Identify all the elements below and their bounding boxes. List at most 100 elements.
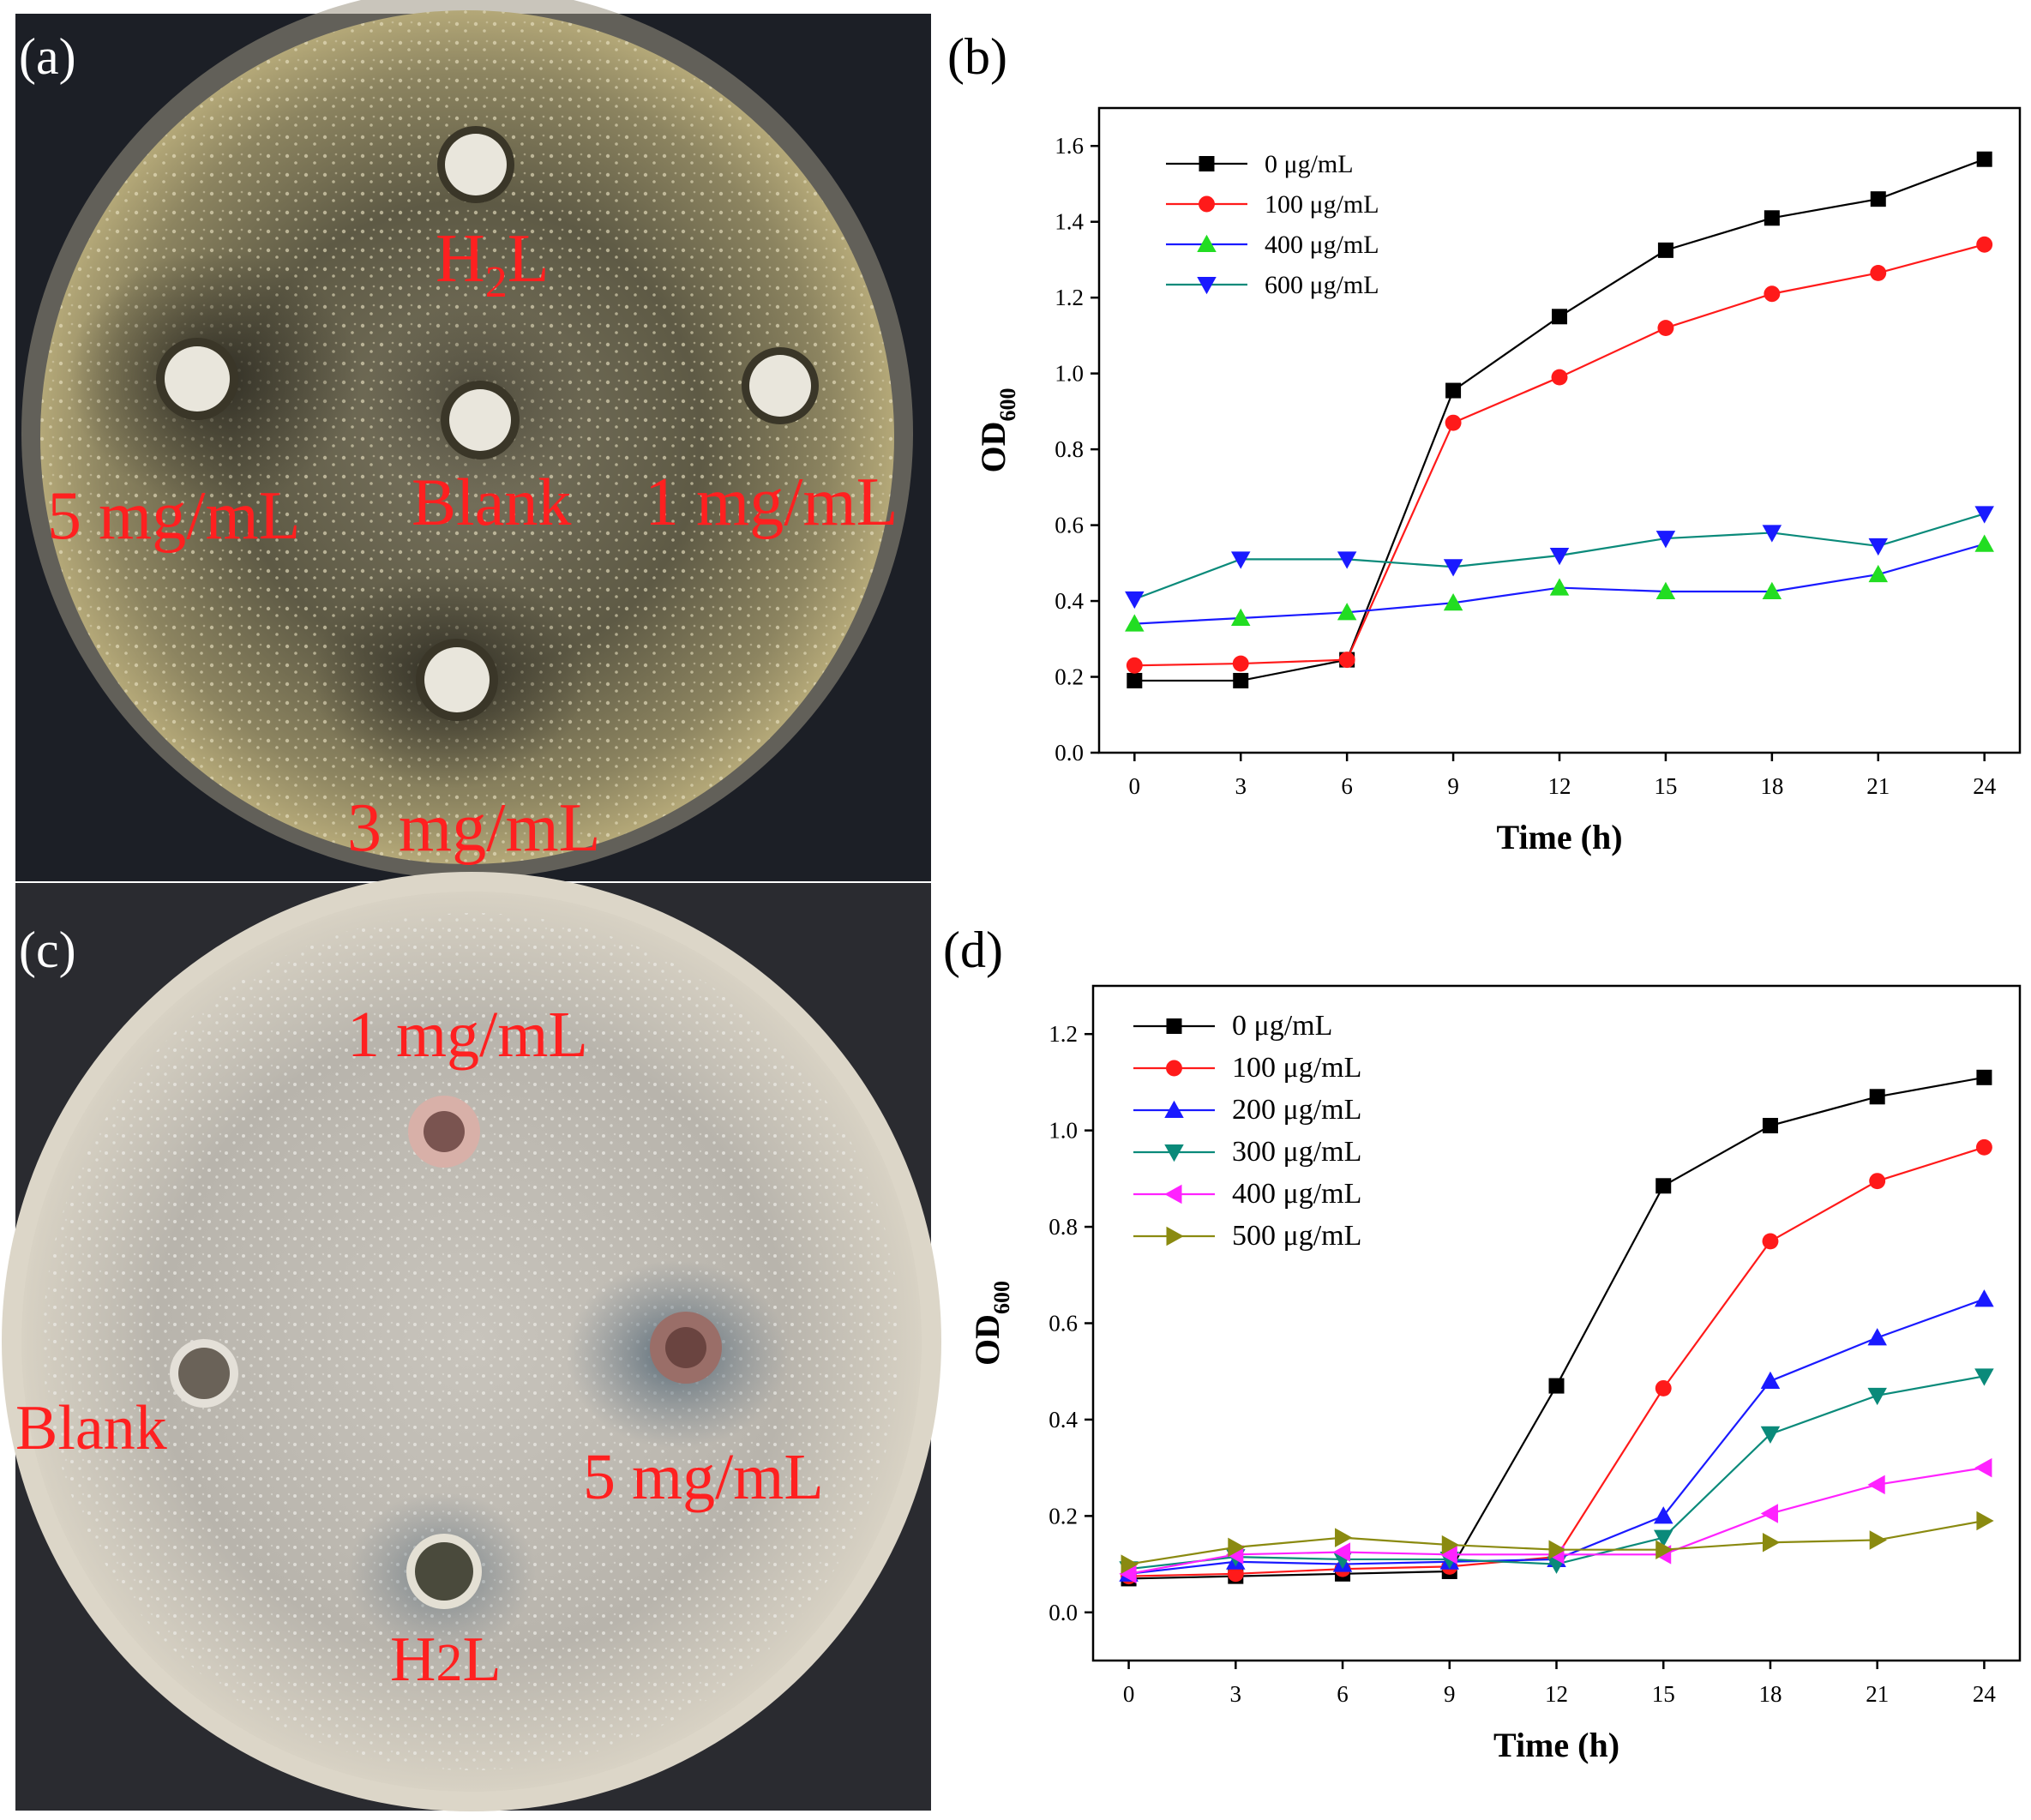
legend-marker bbox=[1166, 1060, 1182, 1077]
x-tick-label: 12 bbox=[1548, 773, 1571, 799]
disc-blank-a bbox=[441, 381, 520, 460]
x-tick-label: 12 bbox=[1545, 1681, 1568, 1707]
data-point bbox=[1127, 672, 1143, 688]
data-point bbox=[1126, 657, 1143, 674]
data-point bbox=[1230, 608, 1251, 626]
data-point bbox=[1867, 1387, 1887, 1406]
label-a-blank: Blank bbox=[412, 465, 571, 539]
label-a-1mg: 1 mg/mL bbox=[645, 465, 898, 540]
x-tick-label: 0 bbox=[1123, 1681, 1135, 1707]
data-point bbox=[1976, 236, 1993, 253]
chart-b: (b) 0 3 6 9 12 15 18 21 24 0.0 0.2 0.4 0.6 0.8 1.0 1.2 1… bbox=[947, 28, 2022, 856]
y-tick-label: 1.0 bbox=[1055, 361, 1084, 387]
y-tick-label: 1.2 bbox=[1049, 1021, 1078, 1047]
data-point bbox=[1335, 1528, 1353, 1547]
x-axis-title: Time (h) bbox=[1493, 1726, 1619, 1764]
legend-marker bbox=[1199, 195, 1215, 213]
label-a-h2l: H2L bbox=[436, 221, 550, 307]
data-point bbox=[1657, 320, 1674, 337]
data-point bbox=[1549, 578, 1570, 596]
data-point bbox=[1230, 551, 1251, 569]
y-tick-label: 0.0 bbox=[1055, 740, 1084, 766]
data-point bbox=[1974, 534, 1994, 552]
data-point bbox=[1337, 603, 1357, 621]
y-tick-label: 0.6 bbox=[1055, 513, 1084, 538]
legend-label: 200 μg/mL bbox=[1232, 1094, 1361, 1126]
legend-marker bbox=[1166, 1018, 1182, 1034]
panel-a-photo: H2L 5 mg/mL Blank 1 mg/mL 3 mg/mL (a) bbox=[15, 0, 931, 881]
data-point bbox=[1762, 1118, 1778, 1134]
label-c-blank: Blank bbox=[15, 1393, 167, 1463]
y-tick-label: 1.4 bbox=[1055, 209, 1084, 235]
data-point bbox=[1870, 264, 1887, 281]
data-point bbox=[1764, 285, 1781, 303]
legend-label: 400 μg/mL bbox=[1232, 1178, 1361, 1210]
data-point bbox=[1653, 1506, 1673, 1524]
x-tick-label: 6 bbox=[1337, 1681, 1349, 1707]
data-point bbox=[1125, 591, 1145, 610]
disc-5mg-a bbox=[156, 338, 238, 420]
y-tick-label: 0.2 bbox=[1055, 664, 1084, 690]
series-line bbox=[1134, 243, 1985, 667]
data-point bbox=[1227, 1565, 1244, 1583]
x-axis-title: Time (h) bbox=[1496, 818, 1622, 856]
legend-label: 100 μg/mL bbox=[1265, 190, 1379, 219]
y-tick-label: 0.6 bbox=[1049, 1311, 1078, 1336]
data-point bbox=[1976, 1511, 1994, 1531]
panel-letter-d: (d) bbox=[943, 922, 1003, 978]
data-point bbox=[1764, 210, 1780, 226]
legend-label: 100 μg/mL bbox=[1232, 1052, 1361, 1084]
data-point bbox=[1762, 525, 1782, 543]
series-line bbox=[1128, 1298, 1985, 1575]
x-tick-label: 9 bbox=[1447, 773, 1459, 799]
legend-label: 400 μg/mL bbox=[1265, 231, 1379, 259]
disc-h2l-a bbox=[437, 126, 514, 203]
data-point bbox=[1868, 564, 1889, 583]
legend-marker bbox=[1164, 1144, 1184, 1162]
panel-letter-b: (b) bbox=[947, 28, 1007, 85]
well-1mg-c bbox=[408, 1096, 480, 1168]
x-tick-label: 0 bbox=[1129, 773, 1141, 799]
data-point bbox=[1337, 551, 1357, 569]
well-blank-c bbox=[170, 1339, 238, 1408]
data-point bbox=[1121, 1554, 1139, 1574]
data-point bbox=[1552, 309, 1567, 325]
y-tick-label: 0.4 bbox=[1055, 588, 1084, 614]
data-point bbox=[1653, 1529, 1673, 1547]
label-a-3mg: 3 mg/mL bbox=[347, 790, 601, 866]
data-point bbox=[1548, 1378, 1565, 1394]
y-tick-label: 1.2 bbox=[1055, 285, 1084, 310]
data-point bbox=[1976, 1069, 1992, 1085]
data-point bbox=[1548, 1540, 1566, 1559]
data-point bbox=[1655, 1379, 1672, 1397]
data-point bbox=[1870, 191, 1886, 207]
disc-3mg-a bbox=[416, 639, 498, 721]
data-point bbox=[1867, 1475, 1885, 1495]
x-tick-label: 6 bbox=[1341, 773, 1353, 799]
legend-label: 0 μg/mL bbox=[1265, 150, 1354, 178]
legend-label: 600 μg/mL bbox=[1265, 271, 1379, 299]
data-point bbox=[1655, 581, 1676, 599]
x-tick-label: 18 bbox=[1760, 773, 1783, 799]
x-tick-label: 15 bbox=[1654, 773, 1677, 799]
label-a-5mg: 5 mg/mL bbox=[47, 478, 301, 554]
x-tick-label: 9 bbox=[1444, 1681, 1456, 1707]
data-point bbox=[1338, 652, 1355, 669]
disc-1mg-a bbox=[742, 347, 819, 424]
data-point bbox=[1762, 581, 1782, 599]
series-line bbox=[1128, 1146, 1985, 1577]
data-point bbox=[1439, 1545, 1457, 1565]
data-point bbox=[1441, 1535, 1460, 1555]
y-tick-label: 0.0 bbox=[1049, 1600, 1078, 1625]
data-point bbox=[1655, 531, 1676, 549]
data-point bbox=[1655, 1178, 1672, 1194]
data-point bbox=[1974, 506, 1994, 524]
data-point bbox=[1119, 1564, 1137, 1584]
data-point bbox=[1332, 1542, 1351, 1562]
data-point bbox=[1551, 369, 1568, 386]
data-point bbox=[1125, 614, 1145, 632]
series-line bbox=[1134, 158, 1986, 682]
data-point bbox=[1869, 1089, 1885, 1105]
x-tick-label: 24 bbox=[1973, 773, 1997, 799]
chart-d: (d) 0 3 6 9 12 15 18 21 24 0.0 0.2 0.4 0.6 0.8 1.0 1.2 T… bbox=[943, 922, 2022, 1764]
